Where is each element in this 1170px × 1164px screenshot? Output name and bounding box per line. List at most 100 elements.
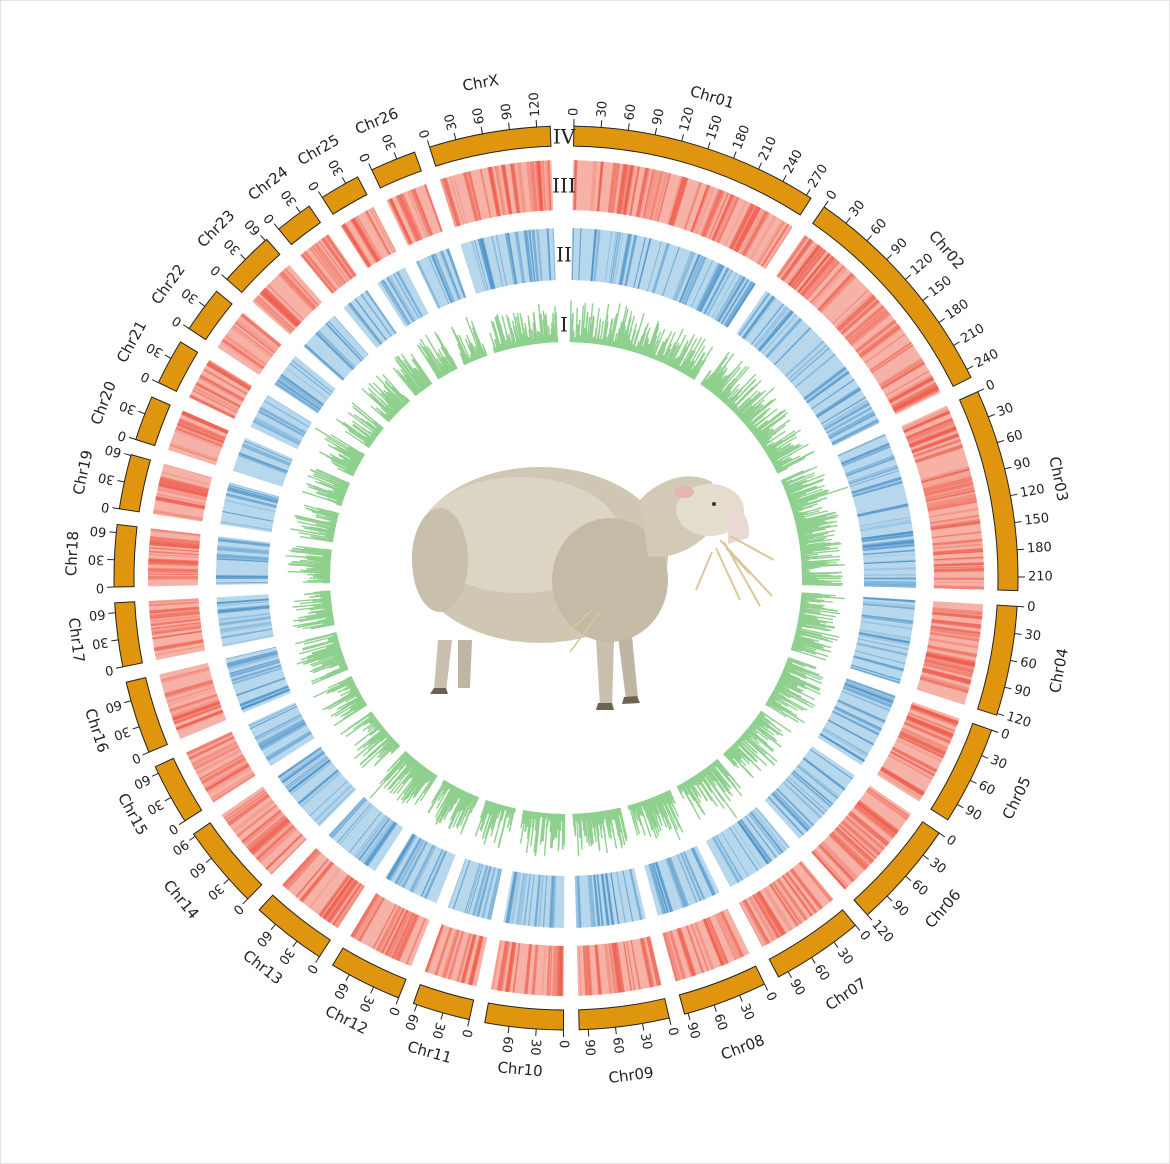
tick-label: 30 bbox=[834, 946, 856, 968]
track-i-bar bbox=[495, 316, 506, 351]
tick-mark bbox=[117, 479, 125, 483]
track-ii-stripe bbox=[649, 863, 667, 914]
track-i-bar bbox=[705, 366, 723, 389]
track-iii-stripe bbox=[467, 935, 484, 986]
track-i-bar bbox=[299, 641, 340, 655]
track-ii-stripe bbox=[614, 232, 624, 285]
track-i-bar bbox=[791, 644, 829, 658]
track-iii-stripe bbox=[921, 669, 971, 685]
track-i-bar bbox=[356, 727, 385, 752]
track-ii-stripe bbox=[665, 858, 684, 909]
track-i-bar bbox=[384, 380, 408, 405]
tick-mark bbox=[886, 254, 893, 260]
track-iii-stripe bbox=[817, 272, 855, 312]
sheep-image bbox=[412, 467, 775, 710]
track-i-bar bbox=[722, 753, 727, 758]
track-iii-stripe bbox=[903, 410, 951, 434]
track-ii-stripe bbox=[472, 865, 489, 916]
track-i-bar bbox=[291, 550, 332, 557]
tick-label: 30 bbox=[144, 339, 166, 360]
tick-mark bbox=[938, 318, 945, 323]
track-ii-stripe bbox=[528, 874, 535, 927]
chromosome-label-chr10: Chr10 bbox=[497, 1058, 544, 1080]
track-iii-stripe bbox=[769, 883, 799, 927]
track-iii-stripe bbox=[574, 160, 578, 211]
track-ii-stripe bbox=[382, 279, 411, 325]
track-iii-stripe bbox=[308, 868, 341, 909]
track-ii-stripe bbox=[752, 809, 787, 851]
track-i-bar bbox=[600, 811, 609, 853]
track-ii-stripe bbox=[222, 634, 274, 647]
track-iii-stripe bbox=[848, 310, 890, 345]
track-iii-stripe bbox=[781, 238, 814, 282]
track-i-bar bbox=[362, 728, 386, 749]
track-i-bar bbox=[458, 334, 472, 363]
track-ii-stripe bbox=[776, 788, 815, 826]
track-ii-stripe bbox=[837, 433, 886, 457]
track-ii-stripe bbox=[841, 690, 891, 712]
track-iii-stripe bbox=[662, 932, 678, 982]
track-iii-stripe bbox=[175, 709, 224, 730]
track-iii-stripe bbox=[204, 762, 249, 789]
track-i-bar bbox=[656, 795, 673, 830]
tick-mark bbox=[668, 1017, 672, 1025]
track-iii-stripe bbox=[858, 324, 901, 358]
tick-mark bbox=[855, 924, 861, 931]
track-iii-stripe bbox=[552, 945, 556, 996]
track-i-bar bbox=[774, 455, 801, 470]
track-iii-stripe bbox=[694, 186, 716, 235]
track-ii-stripe bbox=[610, 872, 620, 925]
tick-label: 0 bbox=[385, 1004, 402, 1017]
track-ii-stripe bbox=[285, 367, 328, 400]
track-iii-stripe bbox=[165, 682, 214, 699]
track-i-bar bbox=[456, 794, 473, 830]
track-iii-stripe bbox=[149, 547, 200, 552]
track-iii-stripe bbox=[870, 344, 914, 374]
track-i-bar bbox=[532, 311, 539, 344]
tick-mark bbox=[221, 274, 228, 280]
tick-mark bbox=[426, 140, 431, 148]
track-iii-stripe bbox=[318, 874, 351, 917]
track-iii-stripe bbox=[611, 942, 620, 993]
track-ii-stripe bbox=[637, 238, 652, 290]
track-ii-stripe bbox=[258, 719, 305, 747]
tick-label: 60 bbox=[498, 1035, 515, 1053]
track-iii-stripe bbox=[925, 654, 975, 669]
track-ii-stripe bbox=[216, 576, 269, 580]
track-iii-stripe bbox=[236, 804, 278, 838]
track-ii-stripe bbox=[259, 407, 306, 435]
track-i-bar bbox=[360, 452, 366, 456]
track-ii-stripe bbox=[219, 617, 271, 627]
track-ii-stripe bbox=[683, 256, 707, 305]
track-ii-stripe bbox=[803, 757, 846, 790]
track-i-bar bbox=[435, 783, 452, 809]
track-iii-stripe bbox=[149, 606, 200, 614]
track-i-bar bbox=[630, 804, 639, 829]
track-iii-stripe bbox=[897, 735, 944, 759]
track-ii-stripe bbox=[510, 872, 522, 924]
track-i-bar bbox=[618, 308, 629, 349]
track-iii-stripe bbox=[930, 520, 981, 531]
track-ii-stripe bbox=[611, 232, 622, 284]
track-i-bar bbox=[780, 470, 804, 482]
track-iii-stripe bbox=[742, 900, 768, 945]
track-iii-stripe bbox=[891, 746, 938, 773]
track-i-bar bbox=[798, 532, 829, 539]
track-ii-stripe bbox=[238, 452, 288, 473]
tick-mark bbox=[223, 878, 230, 885]
track-iii-stripe bbox=[702, 918, 725, 967]
track-ii-stripe bbox=[227, 485, 279, 502]
track-iii-stripe bbox=[207, 766, 252, 795]
track-ii-stripe bbox=[593, 874, 601, 927]
track-ii-stripe bbox=[235, 677, 286, 697]
track-i-bar bbox=[646, 323, 660, 357]
track-iii-stripe bbox=[817, 273, 854, 311]
track-iii-stripe bbox=[907, 712, 956, 733]
tick-label: 180 bbox=[943, 297, 972, 323]
track-ii-stripe bbox=[850, 666, 901, 684]
track-ii-stripe bbox=[822, 399, 869, 428]
track-i-bar bbox=[326, 679, 354, 695]
track-i-bar bbox=[507, 317, 516, 348]
track-i-bar bbox=[786, 661, 820, 676]
track-i-bar bbox=[768, 442, 792, 458]
